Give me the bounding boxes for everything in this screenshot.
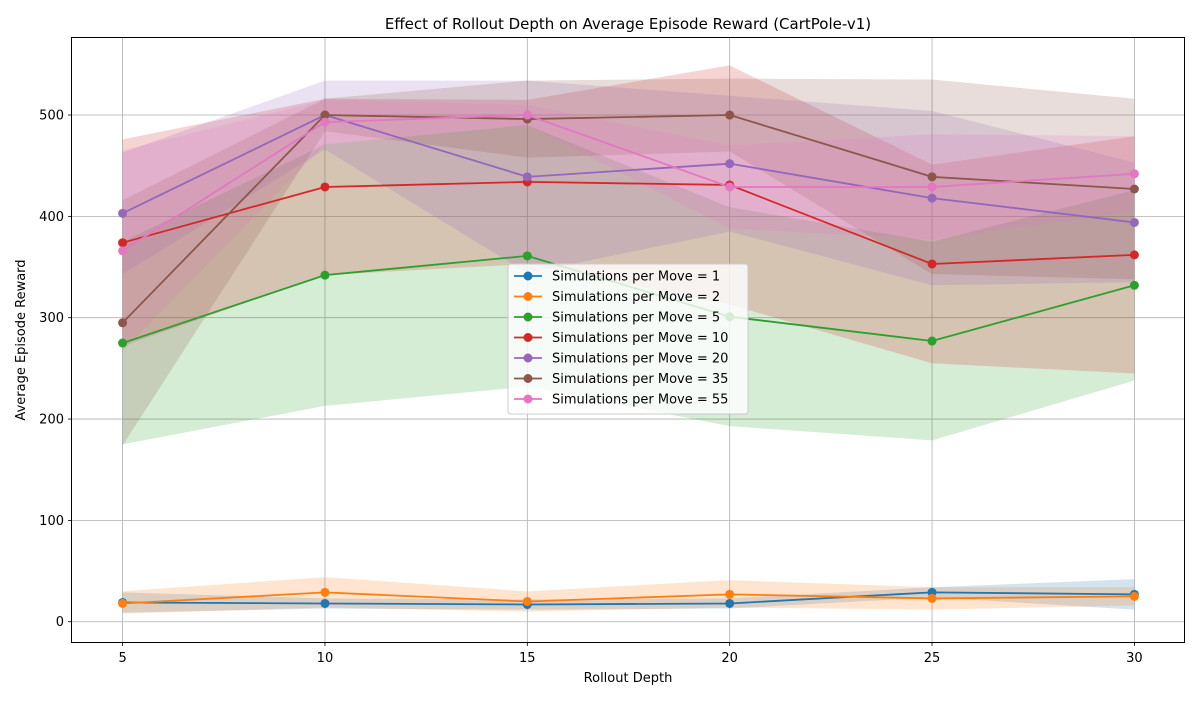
data-point-series-1: [320, 598, 330, 608]
y-tick-label: 100: [39, 514, 64, 529]
data-point-series-6: [725, 110, 735, 120]
legend-label-4: Simulations per Move = 10: [552, 331, 728, 346]
data-point-series-5: [118, 208, 128, 218]
data-point-series-2: [320, 587, 330, 597]
x-axis-ticks: 5 10 15 20 25 30: [118, 642, 1143, 666]
data-point-series-4: [927, 259, 937, 269]
data-point-series-2: [118, 598, 128, 608]
legend-marker-6: [523, 374, 533, 383]
data-point-series-1: [725, 598, 735, 608]
legend-label-2: Simulations per Move = 2: [552, 290, 720, 305]
legend-marker-1: [523, 271, 533, 281]
series-points: [118, 110, 1139, 610]
data-point-series-5: [522, 172, 532, 182]
legend-marker-3: [523, 312, 533, 322]
y-tick-label: 400: [39, 210, 64, 225]
data-point-series-5: [1129, 217, 1139, 227]
data-point-series-3: [927, 336, 937, 346]
legend-label-1: Simulations per Move = 1: [552, 270, 720, 285]
legend-label-3: Simulations per Move = 5: [552, 311, 720, 326]
y-tick-label: 300: [39, 311, 64, 326]
data-point-series-6: [1129, 184, 1139, 194]
data-point-series-3: [320, 270, 330, 280]
data-point-series-3: [1129, 280, 1139, 290]
std-band-series-7: [122, 99, 1135, 352]
legend: Simulations per Move = 1 Simulations per …: [507, 263, 749, 415]
series-line-2: [122, 591, 1135, 605]
data-point-series-7: [320, 117, 330, 127]
legend-label-7: Simulations per Move = 55: [552, 393, 728, 408]
data-point-series-6: [320, 110, 330, 120]
data-point-series-7: [725, 182, 735, 192]
series-line-7: [122, 114, 1135, 252]
data-point-series-6: [927, 172, 937, 182]
data-point-series-7: [927, 182, 937, 192]
legend-items: Simulations per Move = 1 Simulations per …: [514, 270, 728, 408]
y-axis-label: Average Episode Reward: [14, 259, 29, 420]
data-point-series-7: [1129, 169, 1139, 179]
legend-marker-7: [523, 394, 533, 404]
y-tick-label: 0: [56, 615, 64, 630]
data-point-series-2: [927, 593, 937, 603]
x-tick-label: 5: [118, 651, 126, 666]
x-tick-label: 30: [1126, 651, 1143, 666]
legend-label-5: Simulations per Move = 20: [552, 352, 728, 367]
data-point-series-4: [320, 182, 330, 192]
data-point-series-2: [522, 596, 532, 606]
data-point-series-7: [522, 110, 532, 120]
data-point-series-2: [725, 589, 735, 599]
legend-marker-2: [523, 292, 533, 301]
y-axis-ticks: 0 100 200 300 400 500: [39, 109, 72, 630]
data-point-series-7: [118, 246, 128, 256]
x-tick-label: 10: [317, 651, 334, 666]
legend-label-6: Simulations per Move = 35: [552, 372, 728, 387]
data-point-series-5: [725, 159, 735, 169]
chart-title: Effect of Rollout Depth on Average Episo…: [385, 15, 871, 33]
data-point-series-6: [118, 318, 128, 328]
data-point-series-3: [118, 338, 128, 348]
x-tick-label: 25: [924, 651, 941, 666]
y-tick-label: 200: [39, 413, 64, 428]
series-line-4: [122, 181, 1135, 265]
data-point-series-3: [522, 251, 532, 261]
legend-marker-4: [523, 333, 533, 342]
legend-marker-5: [523, 353, 533, 363]
std-band-series-4: [122, 65, 1135, 374]
data-point-series-2: [1129, 591, 1139, 601]
y-tick-label: 500: [39, 109, 64, 124]
plot-frame: [71, 37, 1185, 643]
series-line-1: [122, 591, 1135, 606]
series-line-5: [122, 114, 1135, 224]
x-tick-label: 20: [721, 651, 738, 666]
std-band-series-6: [122, 78, 1135, 446]
data-point-series-4: [1129, 250, 1139, 260]
data-point-series-4: [118, 238, 128, 248]
series-line-6: [121, 114, 1135, 324]
data-point-series-5: [927, 193, 937, 203]
x-axis-label: Rollout Depth: [584, 671, 673, 686]
x-tick-label: 15: [519, 651, 536, 666]
legend-frame: [507, 263, 749, 415]
